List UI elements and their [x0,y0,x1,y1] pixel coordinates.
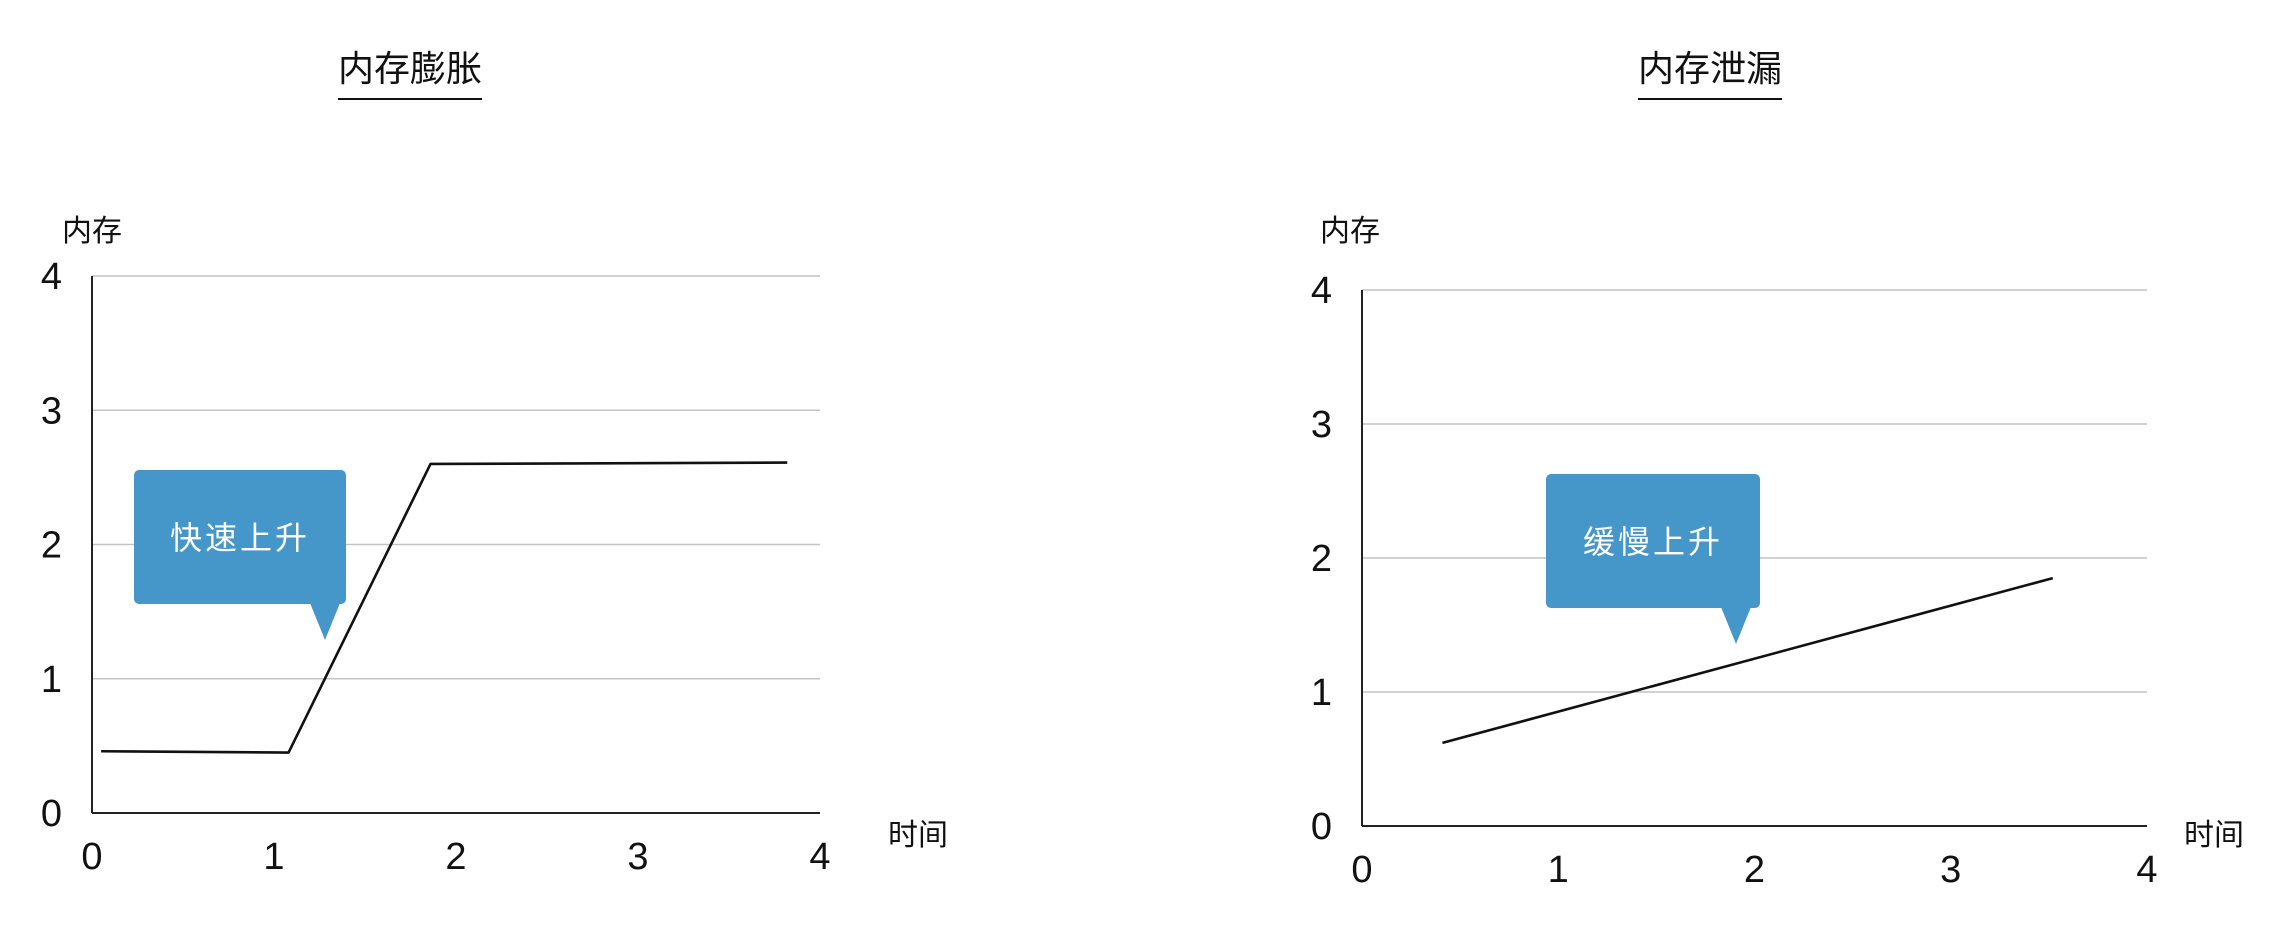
x-tick-label: 3 [1940,849,1961,891]
y-tick-label: 3 [41,390,62,432]
chart-title: 内存泄漏 [1638,40,1783,100]
series-line [101,461,788,754]
x-tick-label: 4 [2136,849,2157,891]
x-tick-label: 1 [263,836,284,878]
y-tick-label: 2 [41,525,62,567]
line-chart-plot: 0 1 2 3 4 0 1 2 3 4 缓慢上升 [1311,270,2158,891]
x-tick-label: 0 [1351,849,1372,891]
y-tick-label: 1 [1311,672,1332,714]
chart-panel-memory-leak: 内存泄漏 内存 时间 0 1 2 3 4 0 1 2 3 4 缓慢上升 [1142,0,2284,945]
y-tick-label: 4 [1311,270,1332,312]
series-line [1442,576,2054,745]
x-axis-label: 时间 [888,818,948,853]
x-tick-label: 4 [809,836,830,878]
y-axis-label: 内存 [62,214,122,249]
callout-label: 缓慢上升 [1583,523,1723,561]
x-tick-label: 2 [445,836,466,878]
x-axis-label: 时间 [2184,818,2244,853]
callout-pointer [1721,607,1751,644]
chart-title: 内存膨胀 [338,40,483,100]
y-tick-label: 0 [1311,806,1332,848]
y-tick-label: 3 [1311,404,1332,446]
callout-label: 快速上升 [170,519,310,557]
callout-box [134,470,346,604]
x-tick-label: 3 [627,836,648,878]
callout-pointer [310,603,340,640]
line-chart-plot: 0 1 2 3 4 0 1 2 3 4 快速上升 [41,256,831,878]
callout-box [1546,474,1760,608]
y-tick-label: 2 [1311,538,1332,580]
y-tick-label: 4 [41,256,62,298]
y-axis-label: 内存 [1320,214,1380,249]
x-tick-label: 1 [1548,849,1569,891]
x-tick-label: 2 [1744,849,1765,891]
y-tick-label: 0 [41,793,62,835]
x-tick-label: 0 [81,836,102,878]
chart-panel-memory-bloat: 内存膨胀 内存 时间 0 1 2 3 4 0 1 2 3 4 快速上升 [41,40,948,878]
y-tick-label: 1 [41,659,62,701]
